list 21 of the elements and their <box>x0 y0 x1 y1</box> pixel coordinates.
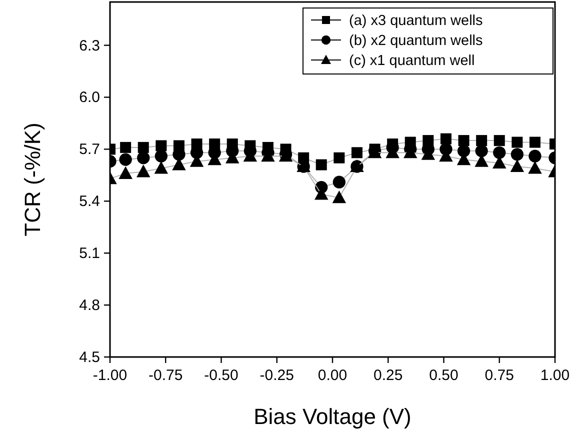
x-axis-title: Bias Voltage (V) <box>254 404 412 429</box>
x-tick-label: -0.75 <box>148 367 183 384</box>
legend-label: (b) x2 quantum wells <box>349 33 483 49</box>
x-tick-label: -0.50 <box>204 367 238 384</box>
y-axis-title: TCR (-%/K) <box>20 122 45 236</box>
x-tick-label: -1.00 <box>92 367 128 384</box>
x-tick-label: 0.25 <box>374 367 403 384</box>
y-tick-label: 5.1 <box>79 245 100 262</box>
y-tick-label: 6.3 <box>79 37 100 54</box>
y-tick-label: 4.8 <box>79 297 100 314</box>
y-tick-label: 5.4 <box>79 193 100 210</box>
x-tick-label: 0.75 <box>484 367 514 384</box>
x-tick-label: 0.00 <box>318 367 348 384</box>
legend-label: (c) x1 quantum well <box>349 53 475 69</box>
x-tick-label: 0.50 <box>429 367 458 384</box>
x-tick-label: 1.00 <box>540 367 570 384</box>
y-tick-label: 4.5 <box>79 349 100 366</box>
y-tick-label: 5.7 <box>79 141 100 158</box>
x-tick-label: -0.25 <box>260 367 294 384</box>
legend-label: (a) x3 quantum wells <box>349 13 483 29</box>
y-tick-label: 6.0 <box>79 89 100 106</box>
